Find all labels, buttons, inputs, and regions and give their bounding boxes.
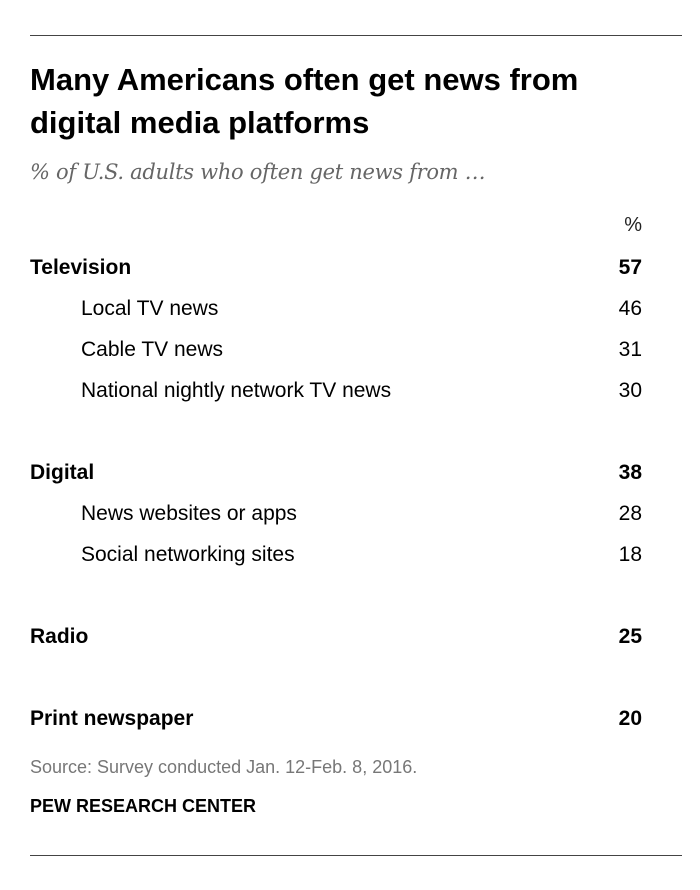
row-value: 31 xyxy=(618,338,642,361)
row-value: 46 xyxy=(618,297,642,320)
row-label: Local TV news xyxy=(81,297,219,320)
row-value: 20 xyxy=(618,707,642,730)
row-label: National nightly network TV news xyxy=(81,379,392,402)
table-row: Local TV news 46 xyxy=(81,294,642,324)
row-value: 38 xyxy=(618,461,642,484)
row-value: 25 xyxy=(618,625,642,648)
table-row: Television 57 xyxy=(30,253,642,283)
table-row: Social networking sites 18 xyxy=(81,540,642,570)
row-label: Radio xyxy=(30,625,89,648)
table-row: Print newspaper 20 xyxy=(30,704,642,734)
table-row: News websites or apps 28 xyxy=(81,499,642,529)
row-label: Television xyxy=(30,256,132,279)
table-row: Digital 38 xyxy=(30,458,642,488)
bottom-rule xyxy=(30,855,682,856)
row-label: News websites or apps xyxy=(81,502,297,525)
row-value: 18 xyxy=(618,543,642,566)
top-rule xyxy=(30,35,682,36)
unit-header: % xyxy=(624,214,642,236)
row-value: 57 xyxy=(618,256,642,279)
row-label: Social networking sites xyxy=(81,543,295,566)
table-row: National nightly network TV news 30 xyxy=(81,376,642,406)
source-note: Source: Survey conducted Jan. 12-Feb. 8,… xyxy=(30,757,418,777)
table-row: Cable TV news 31 xyxy=(81,335,642,365)
row-value: 28 xyxy=(618,502,642,525)
row-label: Digital xyxy=(30,461,95,484)
row-value: 30 xyxy=(618,379,642,402)
credit-line: PEW RESEARCH CENTER xyxy=(30,796,257,816)
table-row: Radio 25 xyxy=(30,622,642,652)
row-label: Print newspaper xyxy=(30,707,194,730)
chart-subtitle: % of U.S. adults who often get news from… xyxy=(30,160,486,184)
row-label: Cable TV news xyxy=(81,338,224,361)
chart-title: Many Americans often get news from digit… xyxy=(30,62,579,140)
